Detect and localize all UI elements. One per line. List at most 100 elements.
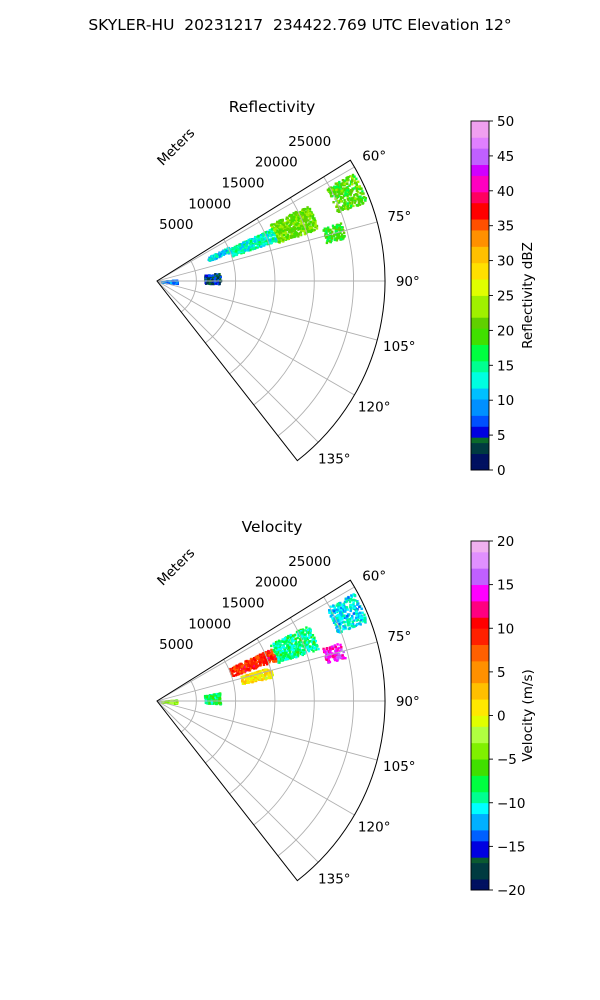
echo-gate xyxy=(212,255,215,258)
echo-gate xyxy=(348,618,351,621)
echo-gate xyxy=(353,606,356,609)
colorbar-segment xyxy=(471,791,489,798)
echo-gate xyxy=(342,602,346,605)
echo-gate xyxy=(347,187,350,191)
echo-gate xyxy=(282,644,285,647)
echo-gate xyxy=(233,245,237,249)
echo-gate xyxy=(250,659,254,662)
echo-gate xyxy=(305,210,308,214)
echo-gate xyxy=(333,644,337,647)
echo-gate xyxy=(309,226,312,229)
echo-gate xyxy=(293,655,297,658)
echo-gate xyxy=(255,662,258,666)
echo-gate xyxy=(307,632,311,635)
echo-gate xyxy=(337,210,341,213)
colorbar-segment xyxy=(471,753,489,760)
echo-gate xyxy=(346,613,350,616)
echo-gate xyxy=(229,670,232,673)
echo-gate xyxy=(355,183,358,186)
echo-gate xyxy=(334,623,337,626)
echo-gate xyxy=(213,278,216,281)
echo-gate xyxy=(280,235,284,238)
plot-frame xyxy=(156,159,386,462)
echo-gate xyxy=(286,636,289,640)
echo-gate xyxy=(250,661,253,664)
echo-gate xyxy=(344,615,348,618)
echo-gate xyxy=(347,179,350,182)
echo-gate xyxy=(332,201,335,204)
echo-gate xyxy=(305,626,308,629)
echo-gate xyxy=(241,679,244,683)
colorbar-segment xyxy=(471,388,489,395)
echo-gate xyxy=(307,219,310,222)
echo-gate xyxy=(333,190,336,193)
echo-gate xyxy=(337,201,341,204)
echo-gate xyxy=(274,646,277,649)
echo-gate xyxy=(244,669,247,673)
echo-gate xyxy=(329,228,332,232)
colorbar-segment xyxy=(471,873,489,880)
echo-gate xyxy=(338,631,342,634)
echo-gate xyxy=(343,183,346,187)
echo-gate xyxy=(272,231,275,235)
echo-gate xyxy=(328,236,331,240)
echo-gate xyxy=(253,237,256,241)
echo-gate xyxy=(345,606,348,609)
colorbar-tick-label: 0 xyxy=(497,463,506,479)
echo-gate xyxy=(211,278,214,282)
echo-gate xyxy=(273,643,277,646)
echo-gate xyxy=(295,217,298,221)
radial-tick-label: 10000 xyxy=(188,196,231,212)
echo-gate xyxy=(334,658,337,662)
colorbar-segment xyxy=(471,824,489,831)
echo-gate xyxy=(251,666,254,669)
echo-gate xyxy=(304,216,307,219)
echo-gate xyxy=(336,619,340,622)
colorbar-tick-label: 0 xyxy=(497,709,506,725)
echo-gate xyxy=(339,611,342,614)
echo-gate xyxy=(278,642,281,645)
echo-gate xyxy=(341,612,344,615)
echo-gate xyxy=(360,198,364,201)
echo-gate xyxy=(355,189,359,192)
echo-gate xyxy=(254,235,257,239)
echo-gate xyxy=(279,640,282,644)
echo-gate xyxy=(309,631,312,635)
echo-gate xyxy=(283,641,286,644)
echo-gate xyxy=(353,175,356,178)
echo-gate xyxy=(257,234,260,238)
echo-gate xyxy=(258,240,261,244)
echo-gate xyxy=(333,238,337,242)
echo-gate xyxy=(273,229,277,233)
echo-gate xyxy=(330,652,334,655)
colorbar-segment xyxy=(471,290,489,296)
echo-gate xyxy=(296,648,300,652)
echo-gate xyxy=(334,186,337,189)
echo-gate xyxy=(253,671,257,675)
colorbar-tick-label: −15 xyxy=(497,839,526,855)
echo-gate xyxy=(340,609,343,612)
echo-gate xyxy=(326,229,329,232)
colorbar-segment xyxy=(471,737,489,744)
echo-gate xyxy=(327,661,330,664)
echo-gate xyxy=(294,642,297,645)
echo-gate xyxy=(339,237,343,241)
echo-gate xyxy=(299,649,302,652)
echo-gate xyxy=(279,219,282,222)
echo-gate xyxy=(245,241,249,244)
echo-gate xyxy=(290,652,294,656)
echo-gate xyxy=(289,649,292,652)
echo-gate xyxy=(358,622,361,625)
echo-gate xyxy=(278,654,282,658)
echo-gate xyxy=(346,207,350,211)
echo-gate xyxy=(214,693,217,696)
echo-gate xyxy=(361,611,364,614)
echo-gate xyxy=(348,627,351,630)
echo-gate xyxy=(356,204,359,207)
echo-gate xyxy=(344,193,347,197)
echo-gate xyxy=(215,273,219,276)
echo-gate xyxy=(356,612,360,615)
colorbar-segment xyxy=(471,442,489,449)
echo-gate xyxy=(265,663,269,666)
